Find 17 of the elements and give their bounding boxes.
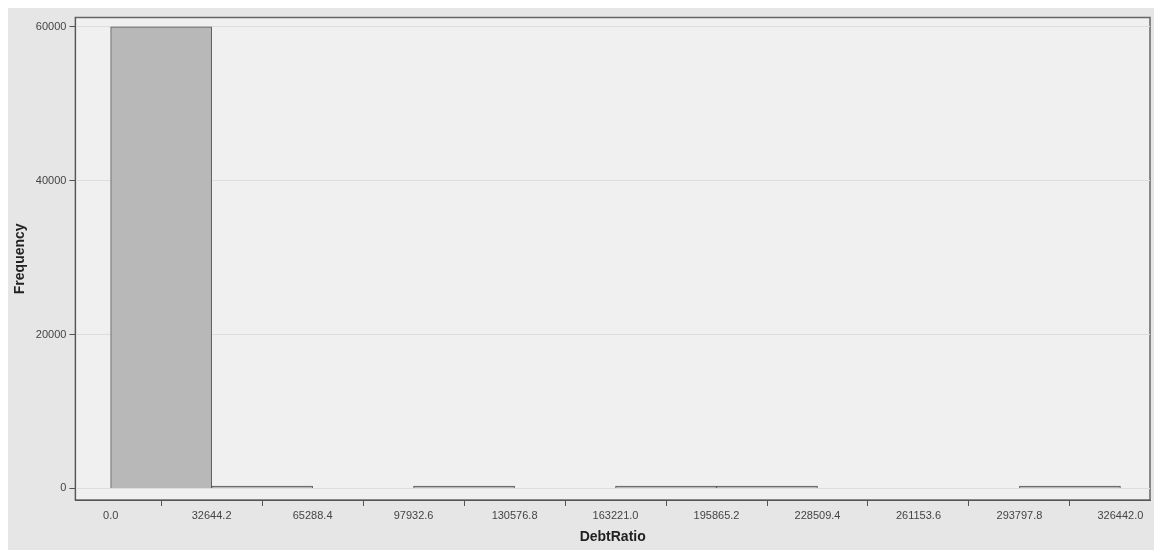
x-tick-label: 228509.4 bbox=[794, 508, 841, 521]
x-axis-title: DebtRatio bbox=[579, 528, 646, 545]
y-tick-label: 0 bbox=[60, 481, 67, 494]
x-tick-label: 293797.8 bbox=[996, 508, 1043, 521]
x-tick-label: 97932.6 bbox=[393, 508, 434, 521]
y-tick-label: 40000 bbox=[35, 173, 67, 186]
x-tick-label: 130576.8 bbox=[491, 508, 538, 521]
y-tick-label: 20000 bbox=[35, 327, 67, 340]
x-tick-label: 261153.6 bbox=[895, 508, 942, 521]
x-tick-label: 65288.4 bbox=[292, 508, 333, 521]
x-tick-label: 0.0 bbox=[103, 508, 119, 521]
y-axis-title: Frequency bbox=[11, 223, 28, 295]
x-tick-label: 326442.0 bbox=[1097, 508, 1144, 521]
x-tick-label: 195865.2 bbox=[693, 508, 740, 521]
x-tick-label: 163221.0 bbox=[592, 508, 639, 521]
y-tick-label: 60000 bbox=[35, 19, 67, 32]
x-tick-label: 32644.2 bbox=[191, 508, 232, 521]
